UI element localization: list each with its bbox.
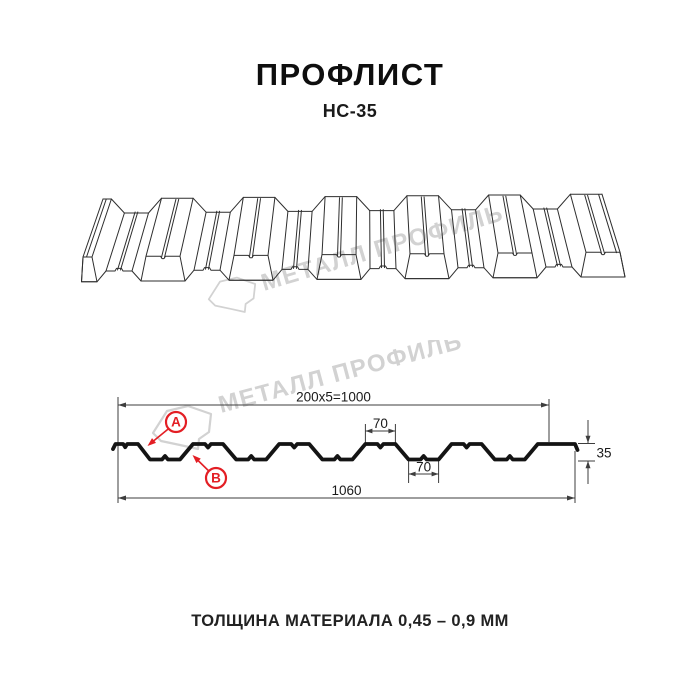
footer-note: ТОЛЩИНА МАТЕРИАЛА 0,45 – 0,9 ММ [191, 612, 509, 630]
dim-height: 35 [597, 446, 612, 461]
callout-markers: A B [147, 410, 228, 490]
dim-top-total: 200x5=1000 [296, 390, 371, 405]
page-title: ПРОФЛИСТ [255, 57, 445, 92]
dim-trough-width: 70 [416, 460, 431, 475]
page-subtitle: НС-35 [322, 101, 378, 121]
callout-b-circle [204, 466, 228, 490]
callout-b-label: B [211, 471, 221, 486]
callout-a-label: A [171, 415, 181, 430]
callout-a-circle [164, 410, 188, 434]
callout-b-arrow-icon [192, 455, 201, 464]
callout-a-arrow-icon [147, 438, 157, 446]
profile-outline [111, 442, 580, 462]
dimension-lines: 200x5=1000 70 70 1060 35 [117, 390, 612, 503]
metall-profil-logo-icon [151, 404, 213, 451]
cross-section-drawing: МЕТАЛЛ ПРОФИЛЬ 200x5=1000 70 70 1060 35 [111, 340, 612, 503]
sheet-edges [81, 193, 626, 283]
dim-crest-width: 70 [373, 416, 388, 431]
sheet-surfaces [81, 194, 625, 282]
metall-profil-logo-icon [207, 276, 257, 313]
watermark-text: МЕТАЛЛ ПРОФИЛЬ [216, 340, 466, 419]
profile-3d-drawing: МЕТАЛЛ ПРОФИЛЬ [81, 193, 626, 313]
dim-overall-width: 1060 [331, 483, 361, 498]
